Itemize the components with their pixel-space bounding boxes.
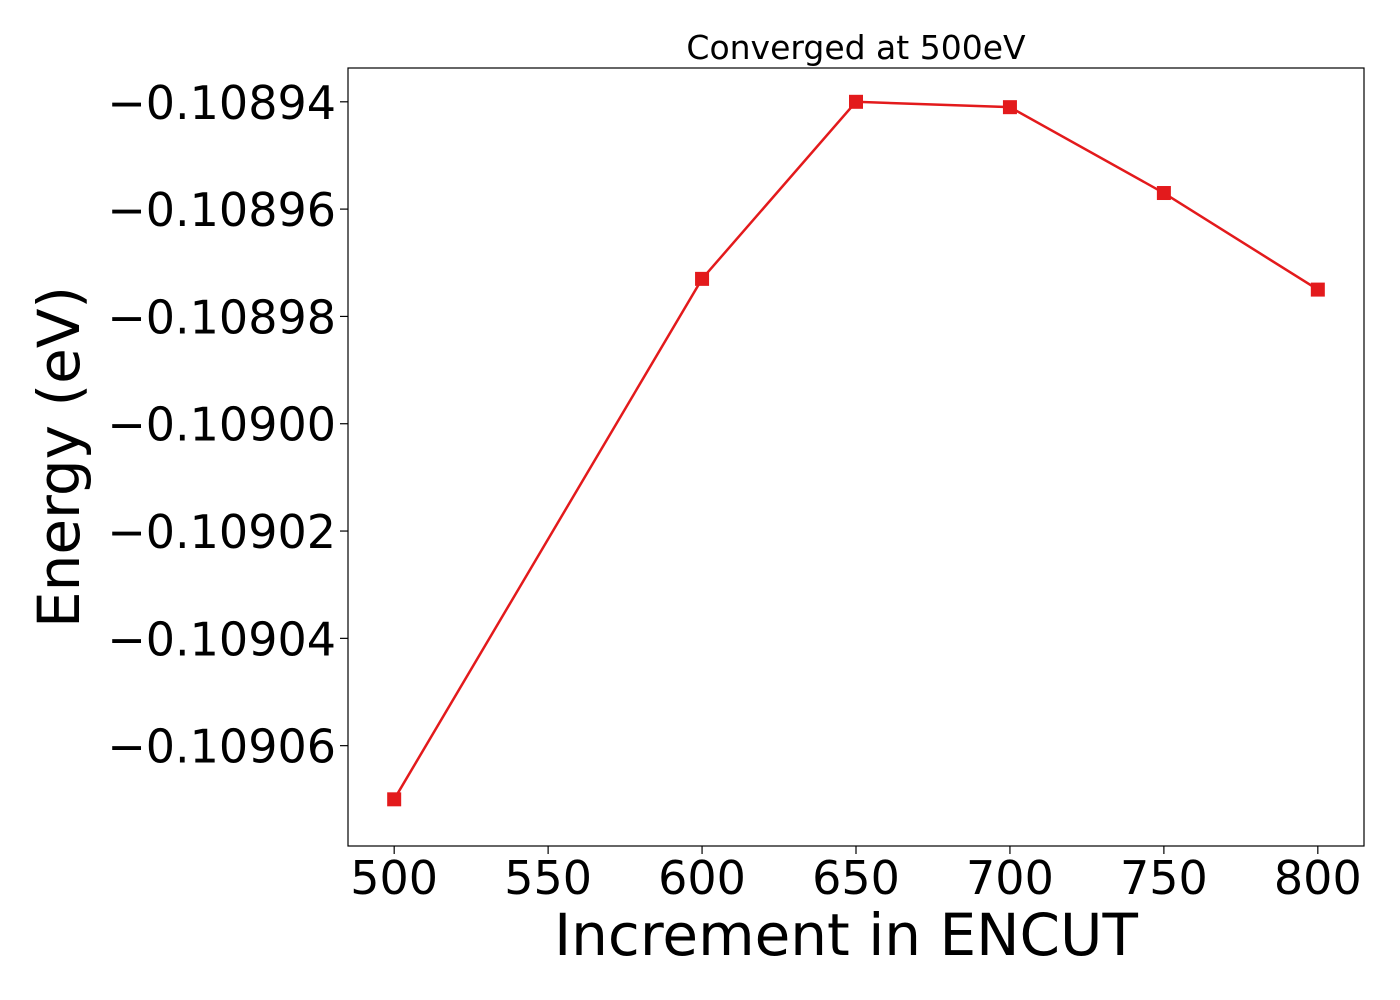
data-point-marker [1002, 100, 1017, 115]
x-axis-ticks: 500 550 600 650 700 750 800 [350, 846, 1362, 905]
data-point-marker [387, 792, 402, 807]
y-tick-label: −0.10894 [107, 76, 336, 130]
data-point-marker [1310, 282, 1325, 297]
y-tick-label: −0.10900 [107, 398, 336, 452]
x-tick-label: 800 [1274, 851, 1362, 905]
data-point-marker [849, 94, 863, 109]
x-tick-label: 650 [812, 851, 900, 905]
x-tick-label: 500 [350, 851, 438, 905]
y-tick-label: −0.10902 [107, 505, 336, 559]
y-axis-ticks: −0.10906 −0.10904 −0.10902 −0.10900 −0.10898… [107, 76, 348, 774]
x-tick-label: 600 [658, 851, 746, 905]
x-axis-label: Increment in ENCUT [554, 901, 1138, 969]
y-tick-label: −0.10898 [107, 290, 336, 344]
plot-area [347, 67, 1365, 847]
x-tick-label: 750 [1120, 851, 1208, 905]
data-point-marker [695, 271, 710, 286]
y-tick-label: −0.10906 [107, 720, 336, 774]
y-axis-label: Energy (eV) [25, 286, 93, 628]
x-tick-label: 700 [966, 851, 1054, 905]
y-tick-label: −0.10904 [107, 612, 336, 666]
y-tick-label: −0.10896 [107, 183, 336, 237]
chart-title: Converged at 500eV [686, 28, 1026, 67]
data-point-marker [1156, 186, 1171, 201]
series-line [393, 100, 1319, 800]
series-layer [387, 94, 1325, 807]
x-tick-label: 550 [504, 851, 592, 905]
